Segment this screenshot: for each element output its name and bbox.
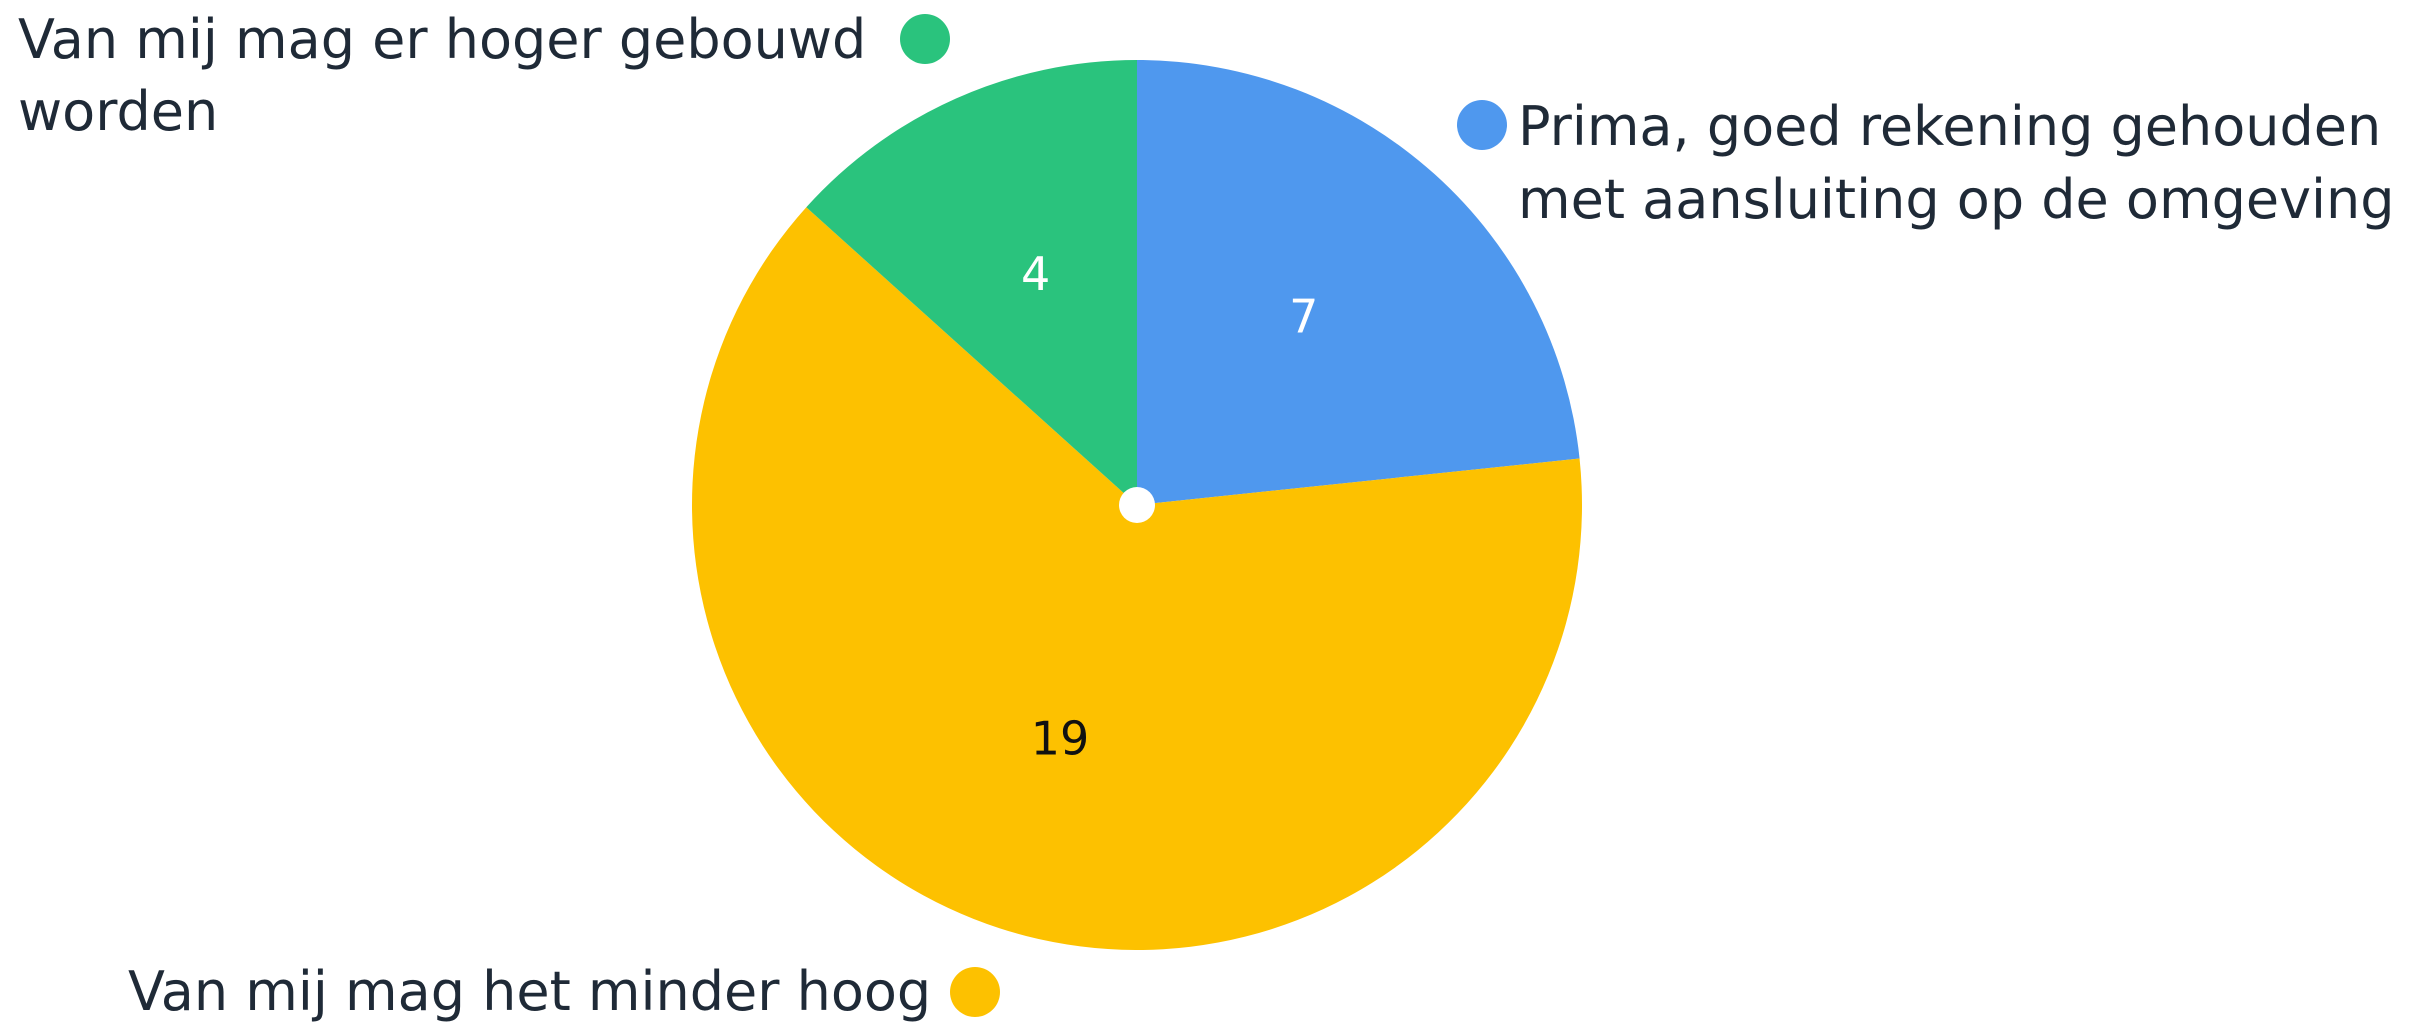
legend-item-omgeving: Prima, goed rekening gehouden met aanslu…: [1457, 95, 2395, 231]
legend-marker-green: [900, 14, 950, 64]
legend-marker-yellow: [950, 967, 1000, 1017]
slice-value-label-0: 7: [1289, 289, 1318, 343]
slice-value-labels: 7 19 4: [1021, 247, 1318, 766]
legend-marker-blue: [1457, 100, 1507, 150]
legend-label-omgeving-line-1: Prima, goed rekening gehouden: [1518, 95, 2381, 158]
pie-slice-2: [806, 60, 1137, 505]
legend-item-minder-hoog: Van mij mag het minder hoog: [128, 960, 1000, 1023]
pie-slice-1: [691, 207, 1582, 950]
legend-label-hoger-line-1: Van mij mag er hoger gebouwd: [18, 8, 866, 71]
legend-label-hoger-line-2: worden: [18, 80, 218, 143]
slice-value-label-1: 19: [1031, 712, 1090, 766]
pie-slice-0: [1137, 60, 1580, 505]
pie-slices: [691, 60, 1582, 950]
legend-item-hoger: Van mij mag er hoger gebouwd worden: [18, 8, 950, 143]
center-marker: [1119, 487, 1155, 523]
slice-value-label-2: 4: [1021, 247, 1050, 301]
legend-label-omgeving-line-2: met aansluiting op de omgeving: [1518, 168, 2395, 231]
legend-label-minder-hoog: Van mij mag het minder hoog: [128, 960, 931, 1023]
